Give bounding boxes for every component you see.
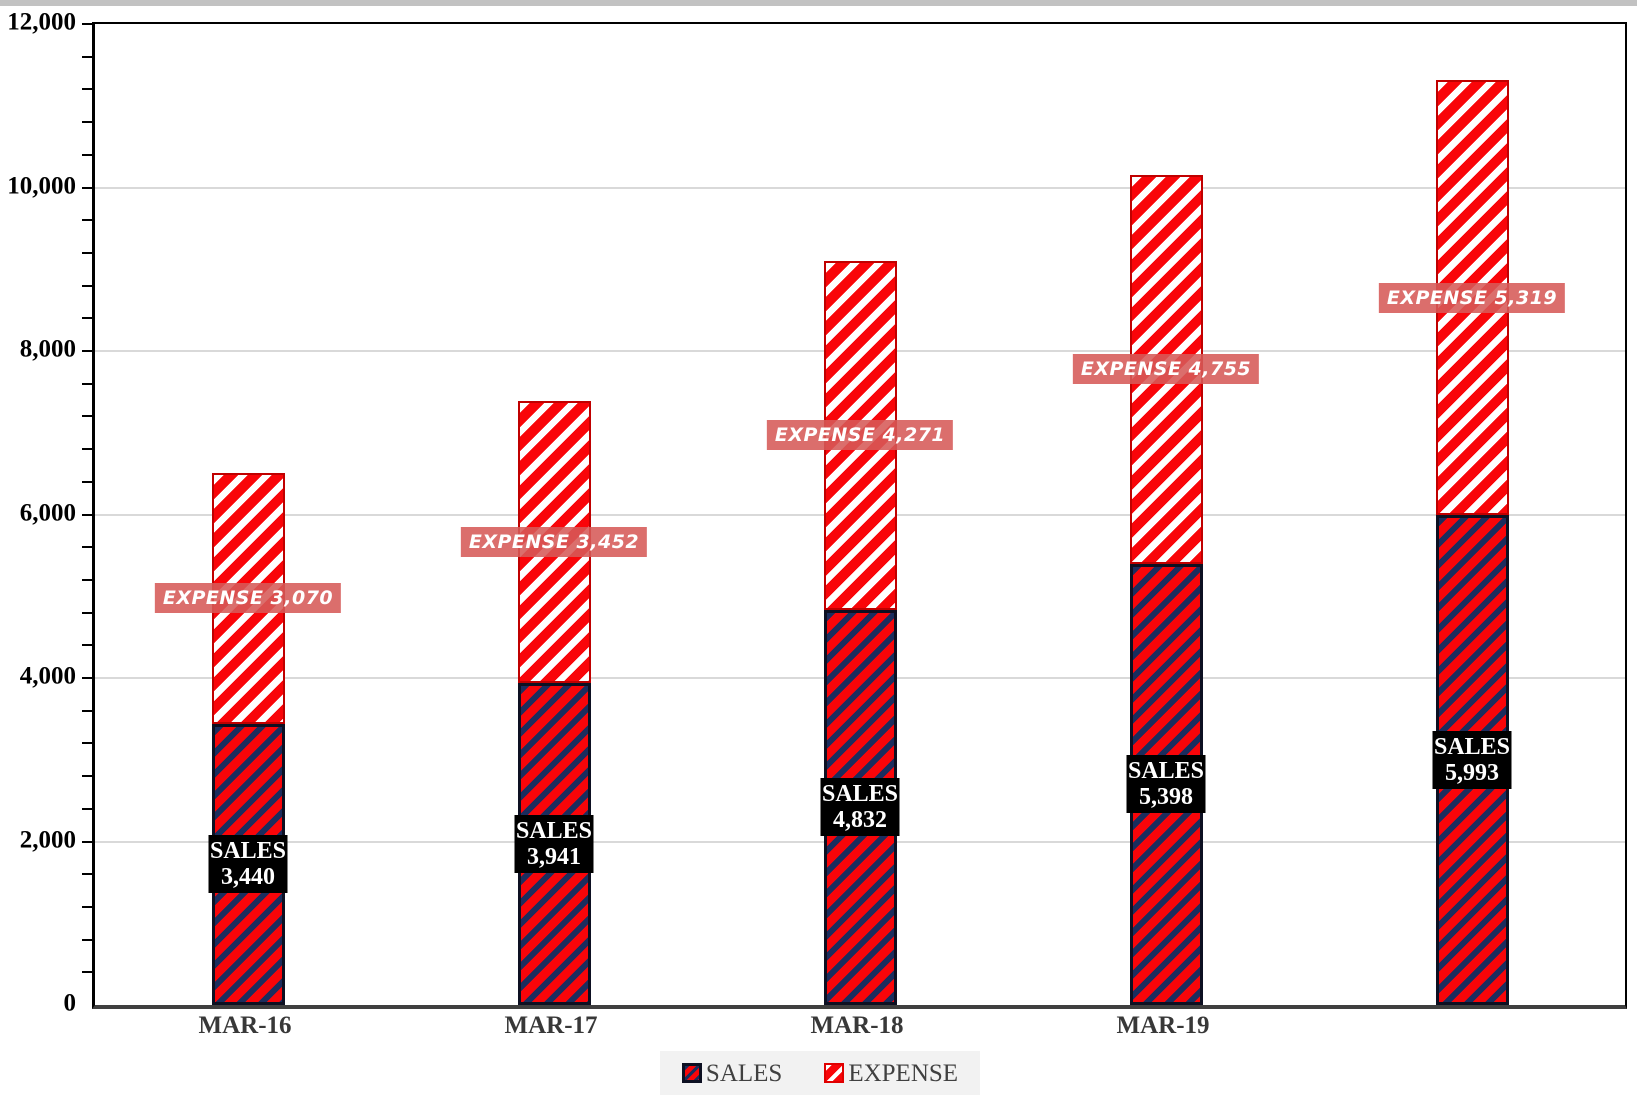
sales-label-series-name: SALES <box>209 838 287 865</box>
y-axis-tick <box>82 677 92 679</box>
sales-label-value: 4,832 <box>833 807 887 834</box>
sales-data-label-4: SALES 5,398 <box>1126 755 1206 814</box>
plot-area: SALES 3,440 EXPENSE 3,070 SALES 3,941 EXPENSE… <box>82 22 1627 1009</box>
y-axis-tick <box>82 480 92 483</box>
legend-label-expense: EXPENSE <box>848 1059 959 1087</box>
sales-label-series-name: SALES <box>821 781 899 808</box>
sales-data-label-2: SALES 3,941 <box>514 814 594 873</box>
sales-label-value: 3,440 <box>221 864 275 891</box>
gridline-10000 <box>95 186 1625 189</box>
sales-data-label-3: SALES 4,832 <box>820 778 900 837</box>
x-tick-label-MAR-19: MAR-19 <box>1116 1012 1210 1039</box>
x-tick-label-MAR-17: MAR-17 <box>504 1012 598 1039</box>
legend-label-sales: SALES <box>705 1059 783 1087</box>
y-axis-tick <box>82 840 92 843</box>
y-tick-label-6,000: 6,000 <box>19 499 76 526</box>
y-axis-tick <box>82 807 92 810</box>
y-axis-tick <box>82 644 92 647</box>
expense-data-label-4: EXPENSE 4,755 <box>1072 354 1260 385</box>
y-axis-tick <box>82 23 92 25</box>
y-tick-label-8,000: 8,000 <box>19 335 76 363</box>
y-axis-tick <box>82 88 92 91</box>
sales-data-label-1: SALES 3,440 <box>208 835 288 894</box>
expense-data-label-3: EXPENSE 4,271 <box>766 420 954 451</box>
y-axis-tick <box>82 350 92 352</box>
y-axis-tick <box>82 775 92 778</box>
y-axis-tick <box>82 415 92 418</box>
expense-swatch-icon <box>824 1063 845 1083</box>
y-axis-tick <box>82 742 92 745</box>
legend-item-sales[interactable]: SALES <box>681 1059 783 1087</box>
y-tick-label-12,000: 12,000 <box>7 8 76 36</box>
sales-label-series-name: SALES <box>515 817 593 844</box>
y-axis-tick <box>82 905 92 908</box>
sales-label-value: 3,941 <box>527 843 581 870</box>
y-axis-tick <box>82 938 92 941</box>
y-tick-label-4,000: 4,000 <box>19 662 76 690</box>
window-edge-strip <box>0 0 1637 6</box>
y-axis-tick <box>82 578 92 581</box>
sales-swatch-icon <box>681 1063 702 1083</box>
sales-label-value: 5,398 <box>1139 784 1193 811</box>
y-axis-tick <box>82 513 92 516</box>
legend-item-expense[interactable]: EXPENSE <box>824 1061 958 1086</box>
sales-label-series-name: SALES <box>1127 758 1205 785</box>
x-tick-label-MAR-16: MAR-16 <box>198 1012 292 1039</box>
expense-data-label-1: EXPENSE 3,070 <box>154 583 342 614</box>
y-tick-label-2,000: 2,000 <box>19 826 76 853</box>
y-axis-tick <box>82 709 92 712</box>
y-axis-tick <box>82 317 92 320</box>
y-axis-tick <box>82 251 92 254</box>
y-axis-tick <box>82 382 92 385</box>
x-tick-label-MAR-18: MAR-18 <box>810 1012 904 1039</box>
y-axis-tick <box>82 153 92 156</box>
sales-label-value: 5,993 <box>1445 760 1499 787</box>
y-axis-tick <box>82 55 92 58</box>
expense-data-label-2: EXPENSE 3,452 <box>460 526 648 557</box>
y-tick-label-0: 0 <box>63 989 77 1017</box>
sales-data-label-5: SALES 5,993 <box>1432 731 1512 790</box>
y-axis-tick <box>82 219 92 222</box>
y-axis-tick <box>82 186 92 189</box>
y-axis-tick <box>82 448 92 451</box>
y-axis-tick <box>82 873 92 876</box>
sales-bar-segment-1[interactable] <box>211 723 285 1005</box>
y-axis-tick <box>82 971 92 974</box>
chart-legend[interactable]: SALES EXPENSE <box>660 1051 980 1095</box>
y-axis-tick <box>82 611 92 614</box>
expense-data-label-5: EXPENSE 5,319 <box>1378 282 1566 313</box>
y-axis-tick <box>82 284 92 287</box>
sales-label-series-name: SALES <box>1433 734 1511 761</box>
y-tick-label-10,000: 10,000 <box>7 172 76 199</box>
y-axis-tick <box>82 546 92 549</box>
y-axis-tick <box>82 121 92 124</box>
